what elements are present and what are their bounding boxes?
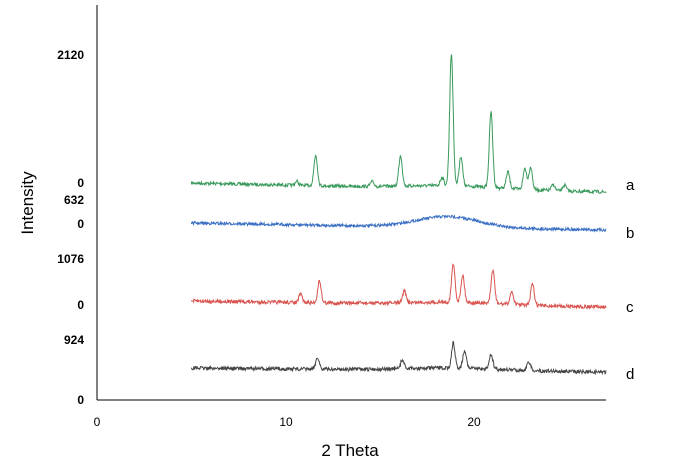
- y-label-b-zero: 0: [77, 217, 84, 231]
- y-axis-title: Intensity: [18, 171, 37, 235]
- y-label-a-zero: 0: [77, 176, 84, 190]
- series-a-line: [190, 54, 607, 195]
- series-b-line: [190, 213, 607, 233]
- series-c-line: [190, 263, 607, 310]
- y-label-c-max: 1076: [57, 252, 84, 266]
- series-label-c: c: [626, 299, 634, 316]
- x-tick-label-0: 0: [94, 415, 101, 429]
- series-label-b: b: [626, 225, 634, 242]
- x-tick-label-1: 10: [279, 415, 293, 429]
- y-label-c-zero: 0: [77, 298, 84, 312]
- series-label-a: a: [626, 177, 635, 194]
- series-label-d: d: [626, 366, 634, 383]
- y-label-d-max: 924: [64, 333, 84, 347]
- y-label-b-max: 632: [64, 193, 84, 207]
- y-label-a-max: 2120: [57, 48, 84, 62]
- x-tick-label-2: 20: [467, 415, 481, 429]
- x-axis-title: 2 Theta: [321, 441, 379, 460]
- series-d-line: [190, 341, 607, 376]
- y-label-origin: 0: [77, 393, 84, 407]
